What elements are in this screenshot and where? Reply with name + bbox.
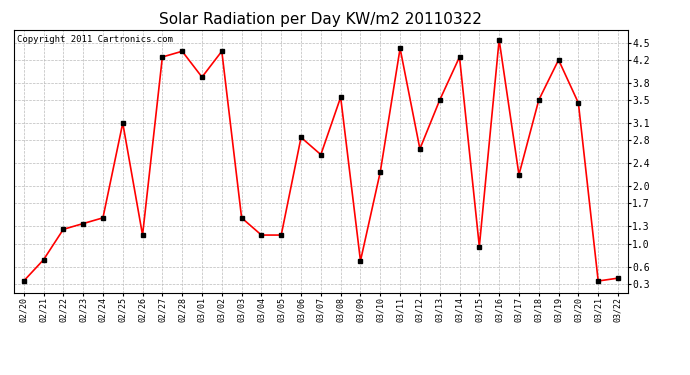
Text: Copyright 2011 Cartronics.com: Copyright 2011 Cartronics.com: [17, 35, 172, 44]
Title: Solar Radiation per Day KW/m2 20110322: Solar Radiation per Day KW/m2 20110322: [159, 12, 482, 27]
